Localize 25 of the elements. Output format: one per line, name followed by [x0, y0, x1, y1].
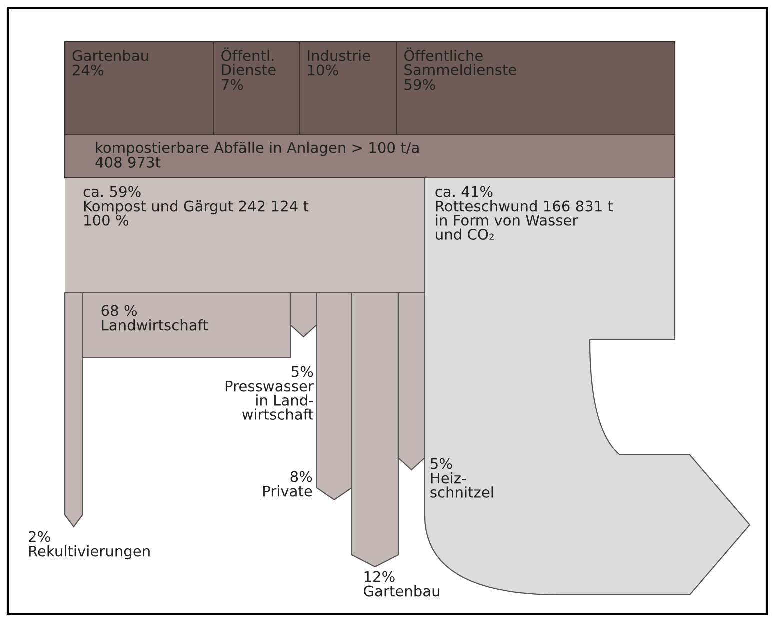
data-label: ca. 41% — [436, 186, 493, 198]
data-label: 59% — [404, 79, 436, 90]
data-label: 5% — [292, 366, 314, 378]
data-label: 7% — [222, 79, 244, 90]
category-label: Landwirtschaft — [102, 320, 208, 331]
data-label: 12% — [364, 571, 395, 582]
category-label: Heiz- schnitzel — [430, 472, 494, 498]
data-label: 5% — [431, 458, 452, 470]
data-label: 2% — [29, 531, 50, 542]
category-label: Kompost und Gärgut 242 124 t 100 % — [84, 200, 309, 226]
category-label: Gartenbau — [364, 586, 440, 597]
category-label: Presswasser in Land- wirtschaft — [226, 380, 314, 420]
category-label: Öffentliche Sammeldienste — [404, 48, 516, 76]
data-label: 8% — [290, 471, 312, 482]
category-label: Rekultivierungen — [29, 546, 150, 560]
text: kompostierbare Abfälle in Anlagen > 100 t/a 408 973t — [96, 142, 419, 168]
data-label: 68 % — [102, 305, 137, 316]
data-label: ca. 59% — [84, 186, 141, 198]
category-label: Industrie — [308, 50, 370, 62]
category-label: Gartenbau — [72, 50, 148, 62]
data-label: 24% — [73, 64, 104, 76]
category-label: Rotteschwund 166 831 t in Form von Wasser und CO₂ — [436, 200, 614, 240]
category-label: Private — [264, 486, 312, 497]
category-label: Öffentl. Dienste — [222, 48, 276, 76]
data-label: 10% — [308, 64, 338, 76]
